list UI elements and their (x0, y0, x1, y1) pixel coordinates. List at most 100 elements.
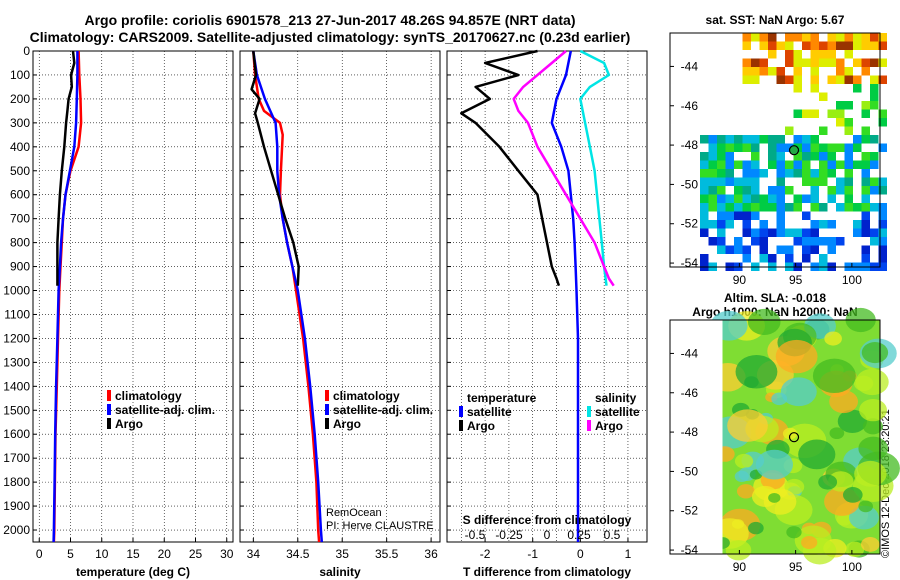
sst-pixel (751, 160, 760, 169)
salinity-xtick-label: 36 (424, 547, 438, 561)
s-difference-tick-label: 0.5 (604, 528, 621, 542)
sst-pixel (700, 194, 709, 203)
salinity-series-argo (250, 50, 300, 286)
legend-temp-label: Argo (467, 419, 495, 433)
sst-pixel (725, 160, 734, 169)
sst-pixel (844, 67, 853, 76)
salinity-xtick-label: 35.5 (375, 547, 399, 561)
sst-pixel (768, 203, 777, 212)
temperature-legend-swatch (107, 390, 111, 401)
sst-pixel (708, 143, 717, 152)
legend-temp-label: satellite (467, 405, 512, 419)
sst-pixel (768, 33, 777, 42)
sst-pixel (751, 33, 760, 42)
sst-pixel (717, 186, 726, 195)
sst-pixel (759, 228, 768, 237)
sla-blob (784, 478, 805, 495)
sst-pixel (861, 211, 870, 220)
sst-pixel (861, 254, 870, 263)
sst-pixel (742, 135, 751, 144)
sst-pixel (870, 160, 879, 169)
sst-pixel (836, 58, 845, 67)
sla-blob (734, 453, 754, 469)
sla-blob (786, 526, 802, 539)
sst-pixel (717, 160, 726, 169)
sst-pixel (725, 203, 734, 212)
sla-blob (824, 331, 842, 346)
legend-sal-label: Argo (595, 419, 623, 433)
depth-tick-label: 400 (10, 140, 30, 154)
sst-pixel (870, 152, 879, 161)
sla-blob (860, 537, 880, 552)
sst-pixel (776, 75, 785, 84)
sst-pixel (844, 75, 853, 84)
sst-pixel (861, 126, 870, 135)
sst-pixel (785, 169, 794, 178)
sst-pixel (725, 211, 734, 220)
sst-pixel (802, 211, 811, 220)
s-difference-tick-label: -0.25 (495, 528, 523, 542)
sst-pixel (836, 75, 845, 84)
sst-pixel (870, 237, 879, 246)
legend-salinity-title: salinity (595, 391, 637, 405)
sst-pixel (878, 143, 887, 152)
sst-pixel (708, 186, 717, 195)
sst-pixel (751, 67, 760, 76)
sst-pixel (700, 254, 709, 263)
sla-blob (859, 398, 887, 422)
sst-pixel (776, 211, 785, 220)
sst-pixel (802, 228, 811, 237)
sst-pixel (810, 237, 819, 246)
sst-pixel (853, 41, 862, 50)
sst-pixel (878, 33, 887, 42)
sst-pixel (768, 50, 777, 59)
sst-pixel (768, 143, 777, 152)
sst-pixel (810, 186, 819, 195)
depth-tick-label: 1800 (3, 475, 30, 489)
sst-pixel (742, 75, 751, 84)
sst-pixel (768, 135, 777, 144)
difference-xtick-label: -2 (480, 547, 491, 561)
sla-blob (768, 492, 781, 503)
sst-pixel (708, 135, 717, 144)
sst-pixel (725, 169, 734, 178)
sla-blob (798, 439, 836, 470)
sst-pixel (751, 237, 760, 246)
sst-pixel (819, 50, 828, 59)
sst_map-ytick-label: -50 (681, 177, 699, 191)
legend-sal-swatch (587, 406, 591, 417)
sst-pixel (768, 228, 777, 237)
sst-pixel (870, 75, 879, 84)
sst-pixel (870, 186, 879, 195)
sst-pixel (810, 228, 819, 237)
sst-pixel (742, 58, 751, 67)
temperature-xtick-label: 25 (189, 547, 203, 561)
sst-pixel (742, 143, 751, 152)
sst-pixel (768, 67, 777, 76)
sst-pixel (827, 160, 836, 169)
sst-pixel (810, 75, 819, 84)
temperature-xtick-label: 0 (36, 547, 43, 561)
temperature-xtick-label: 5 (67, 547, 74, 561)
sla-blob (725, 539, 752, 561)
sst-pixel (836, 118, 845, 127)
sst-pixel (861, 169, 870, 178)
depth-tick-label: 500 (10, 164, 30, 178)
sst-pixel (819, 92, 828, 101)
sst-pixel (836, 143, 845, 152)
sst-pixel (776, 160, 785, 169)
sst-pixel (793, 194, 802, 203)
sst-pixel (836, 33, 845, 42)
sst-pixel (861, 220, 870, 229)
sst-pixel (810, 109, 819, 118)
sst-pixel (725, 152, 734, 161)
sla-blob (818, 474, 838, 490)
sla_map-ytick-label: -54 (681, 543, 699, 557)
sst-pixel (870, 33, 879, 42)
temperature-xtick-label: 20 (158, 547, 172, 561)
sst-pixel (734, 237, 743, 246)
difference-series-salinity-argo (512, 50, 615, 287)
sst-pixel (861, 152, 870, 161)
sla-blob (858, 436, 889, 461)
sst-pixel (717, 135, 726, 144)
